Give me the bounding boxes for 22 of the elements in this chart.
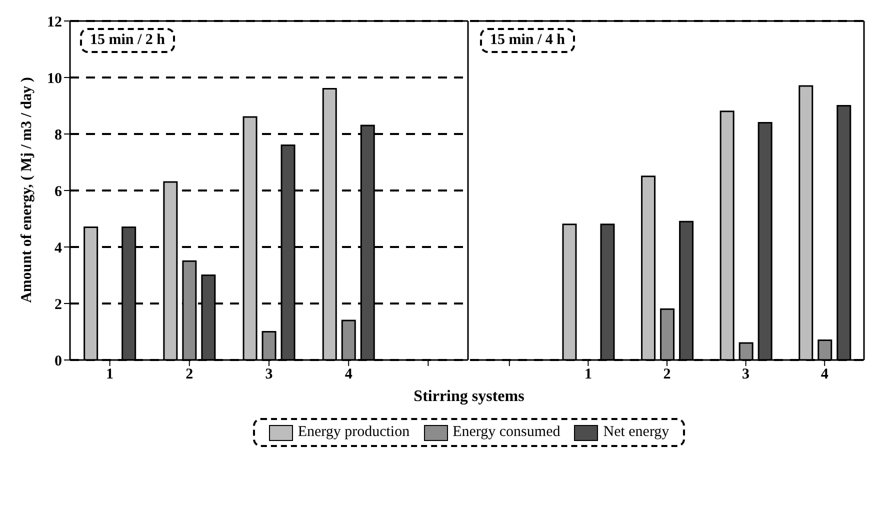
- x-axis-title: Stirring systems: [412, 388, 526, 406]
- legend-label: Energy consumed: [452, 424, 560, 441]
- legend-label: Energy production: [298, 424, 410, 441]
- y-tick-label: 6: [54, 184, 62, 200]
- annotation: 15 min / 2 h: [80, 28, 176, 53]
- x-tick-label: 1: [106, 366, 114, 383]
- annotation: 15 min / 4 h: [480, 28, 576, 53]
- y-tick-label: 4: [54, 240, 62, 256]
- y-tick-label: 0: [54, 353, 62, 370]
- x-tick-label: 4: [344, 366, 353, 383]
- x-tick-label: 2: [186, 366, 194, 383]
- y-axis-title: Amount of energy, ( Mj / m3 / day ): [18, 77, 36, 303]
- y-tick-label: 2: [54, 296, 62, 313]
- y-tick-label: 10: [47, 70, 62, 87]
- y-tick-label: 8: [54, 127, 62, 144]
- x-tick-label: 3: [742, 366, 750, 383]
- x-tick-label: 4: [820, 366, 829, 383]
- x-tick-label: 1: [584, 366, 592, 383]
- x-tick-label: 2: [663, 366, 671, 383]
- legend-label: Net energy: [603, 424, 670, 441]
- x-tick-label: 3: [265, 366, 273, 383]
- y-tick-label: 12: [47, 14, 62, 30]
